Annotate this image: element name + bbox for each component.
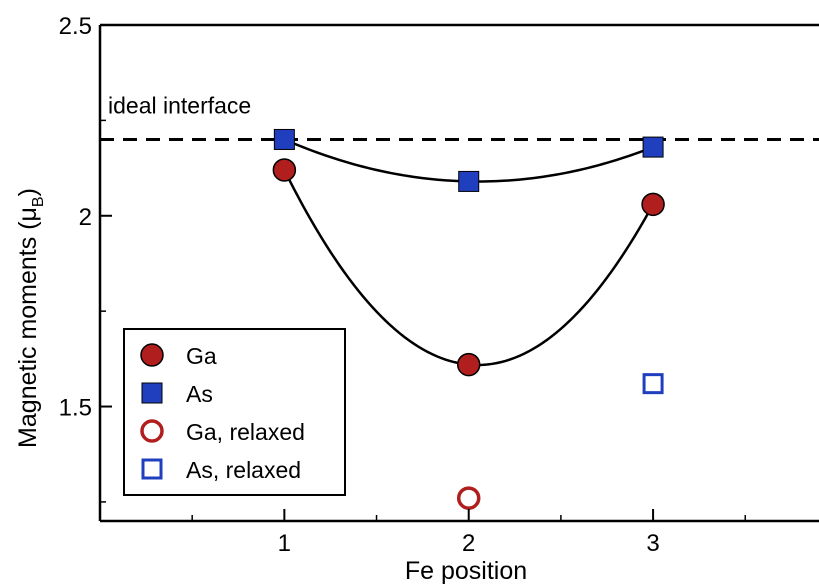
as-point-1 [273, 128, 295, 150]
legend-marker-ga-relaxed [140, 419, 164, 443]
legend-label-ga: Ga [186, 343, 217, 369]
x-tick-label-1: 1 [278, 530, 291, 557]
ideal-interface-label: ideal interface [108, 92, 251, 118]
as-point-3 [642, 136, 664, 158]
y-tick-label-2: 2.5 [59, 13, 92, 40]
x-axis-label: Fe position [405, 557, 527, 585]
legend-marker-as [141, 382, 163, 404]
ga-point-1 [272, 158, 297, 182]
legend-marker-ga [140, 343, 164, 367]
x-tick-label-2: 2 [462, 530, 475, 557]
y-tick-label-1: 2 [79, 204, 92, 231]
as-point-2 [458, 170, 480, 192]
y-axis-label-sub: B [30, 196, 47, 207]
ga-relaxed-point-1 [456, 486, 481, 510]
legend-marker-as-relaxed [141, 458, 163, 480]
legend-label-as: As [186, 381, 213, 407]
y-tick-label-0: 1.5 [59, 395, 92, 422]
y-axis-label-close: ) [14, 188, 42, 196]
legend-label-ga-relaxed: Ga, relaxed [186, 419, 305, 445]
y-axis-label-main: Magnetic moments (μ [14, 207, 42, 448]
plot-area: ideal interface [100, 92, 819, 510]
axes: 1 2 3 1.5 2 2.5 [59, 13, 819, 557]
legend: Ga As Ga, relaxed As, relaxed [123, 328, 346, 496]
x-tick-label-3: 3 [646, 530, 659, 557]
ga-point-2 [456, 352, 481, 377]
legend-label-as-relaxed: As, relaxed [186, 457, 301, 483]
ga-point-3 [641, 192, 665, 217]
as-relaxed-point-1 [642, 373, 664, 395]
y-axis-label: Magnetic moments (μB) [14, 188, 47, 448]
